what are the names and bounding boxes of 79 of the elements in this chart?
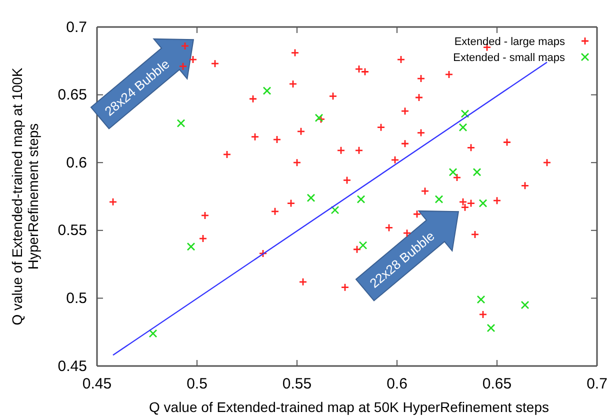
point bbox=[466, 143, 476, 152]
point bbox=[400, 106, 410, 116]
point bbox=[354, 146, 364, 155]
point bbox=[210, 59, 220, 68]
point bbox=[478, 199, 488, 208]
point bbox=[542, 158, 552, 167]
point bbox=[336, 146, 346, 155]
point bbox=[342, 176, 352, 184]
point bbox=[262, 86, 272, 95]
point bbox=[176, 119, 186, 128]
point bbox=[180, 42, 190, 50]
point bbox=[290, 48, 300, 57]
point bbox=[520, 300, 530, 310]
point bbox=[384, 223, 394, 232]
point bbox=[376, 123, 386, 132]
point bbox=[178, 62, 188, 71]
y-axis-title: Q value of Extended-trained map at 100K HyperRefinement steps bbox=[9, 67, 41, 326]
x-axis-title: Q value of Extended-trained map at 50K HyperRefinement steps bbox=[149, 399, 549, 415]
point bbox=[200, 211, 210, 220]
point bbox=[148, 329, 158, 338]
point bbox=[270, 207, 280, 216]
x-tick-label: 0.55 bbox=[282, 376, 312, 393]
point bbox=[222, 150, 232, 159]
x-tick-label: 0.65 bbox=[482, 376, 512, 393]
point bbox=[476, 295, 486, 304]
point bbox=[258, 249, 268, 258]
point bbox=[272, 135, 282, 144]
point bbox=[478, 310, 488, 319]
x-tick-label: 0.7 bbox=[586, 376, 608, 393]
point bbox=[492, 196, 502, 205]
point bbox=[466, 199, 476, 208]
point bbox=[458, 123, 468, 132]
point bbox=[248, 94, 258, 104]
point bbox=[444, 70, 454, 79]
point bbox=[396, 55, 406, 64]
point bbox=[400, 139, 410, 148]
point bbox=[434, 195, 444, 204]
point bbox=[188, 55, 198, 64]
point bbox=[340, 283, 350, 292]
point bbox=[420, 186, 430, 196]
point bbox=[352, 245, 362, 254]
point bbox=[486, 324, 496, 332]
y-tick-label: 0.7 bbox=[66, 18, 87, 36]
point bbox=[520, 181, 530, 190]
point bbox=[460, 110, 470, 118]
point bbox=[186, 242, 196, 251]
point bbox=[416, 128, 426, 137]
point bbox=[306, 194, 316, 202]
point bbox=[452, 173, 462, 182]
x-tick-label: 0.45 bbox=[82, 376, 112, 393]
point bbox=[108, 198, 118, 206]
y-tick-label: 0.6 bbox=[66, 154, 87, 172]
point bbox=[250, 132, 260, 142]
point bbox=[298, 278, 308, 286]
point bbox=[296, 127, 306, 136]
y-tick-label: 0.45 bbox=[58, 358, 87, 375]
point bbox=[286, 199, 296, 208]
point bbox=[472, 168, 482, 176]
point bbox=[292, 158, 302, 167]
point bbox=[358, 241, 368, 250]
point bbox=[328, 92, 338, 100]
x-tick-label: 0.5 bbox=[186, 376, 208, 393]
point bbox=[330, 206, 340, 214]
legend-label: Extended - small maps bbox=[453, 52, 566, 64]
point bbox=[356, 195, 366, 204]
point bbox=[470, 230, 480, 239]
point bbox=[390, 156, 400, 164]
point bbox=[416, 74, 426, 83]
x-tick-label: 0.6 bbox=[386, 376, 408, 393]
legend-label: Extended - large maps bbox=[454, 36, 566, 48]
y-tick-label: 0.65 bbox=[58, 86, 87, 104]
point bbox=[412, 210, 422, 218]
point bbox=[288, 80, 298, 88]
y-tick-label: 0.55 bbox=[58, 222, 87, 240]
y-tick-label: 0.5 bbox=[66, 290, 87, 307]
point bbox=[502, 138, 512, 146]
point bbox=[414, 93, 424, 102]
point bbox=[448, 168, 458, 176]
point bbox=[198, 234, 208, 243]
